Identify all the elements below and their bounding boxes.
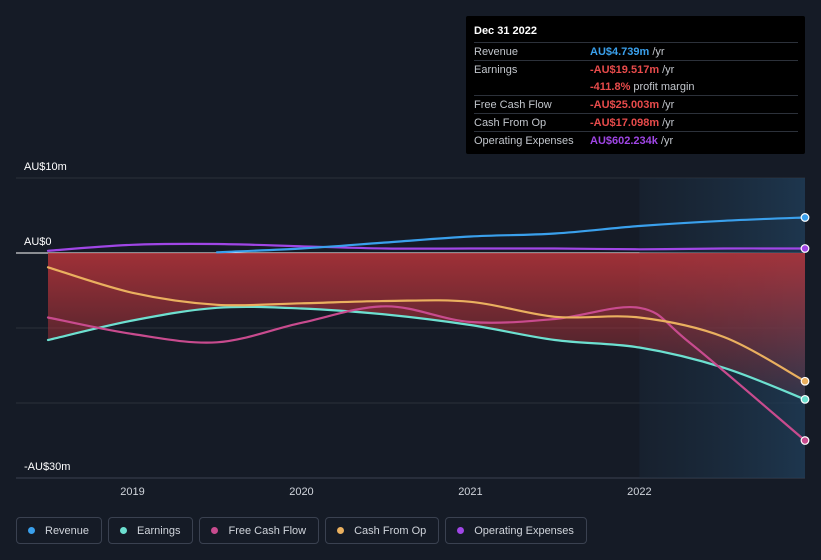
- operating-expenses-line: [46, 242, 807, 252]
- tooltip-row-label: Operating Expenses: [474, 135, 574, 147]
- tooltip-row-unit: profit margin: [633, 81, 695, 93]
- tooltip-row-unit: /yr: [660, 135, 674, 147]
- legend-dot-icon: [211, 527, 219, 534]
- negative-area-fill: [48, 253, 805, 400]
- operating-expenses-end-marker: [800, 244, 810, 253]
- earnings-line: [46, 305, 807, 401]
- tooltip-row: Free Cash Flow -AU$25.003m/yr: [474, 95, 798, 113]
- x-tick-label: 2019: [120, 486, 144, 498]
- chart-legend: Revenue Earnings Free Cash Flow Cash From O…: [16, 517, 587, 544]
- end-markers: [800, 213, 810, 445]
- x-axis-ticks: 2019 2020 2021 2022: [120, 486, 651, 498]
- legend-dot-icon: [337, 527, 345, 534]
- legend-item-label: Revenue: [45, 524, 90, 537]
- tooltip-row: Operating Expenses AU$602.234k/yr: [474, 131, 798, 149]
- tooltip-row-label: Revenue: [474, 46, 519, 58]
- legend-dot-icon: [457, 527, 465, 534]
- y-label-top: AU$10m: [24, 161, 67, 173]
- tooltip-row-unit: /yr: [652, 46, 665, 58]
- y-axis-labels: AU$10m AU$0 -AU$30m: [24, 161, 70, 473]
- legend-item-revenue[interactable]: Revenue: [16, 517, 103, 544]
- data-tooltip: Dec 31 2022 Revenue AU$4.739m/yr Earnings -…: [466, 16, 805, 154]
- revenue-end-marker: [800, 213, 810, 222]
- x-tick-label: 2020: [289, 486, 313, 498]
- tooltip-row: Revenue AU$4.739m/yr: [474, 42, 798, 60]
- tooltip-row: -411.8% profit margin: [474, 78, 798, 95]
- legend-item-operating-expenses[interactable]: Operating Expenses: [445, 517, 587, 544]
- tooltip-row-value: -AU$25.003m: [590, 99, 660, 111]
- tooltip-date: Dec 31 2022: [474, 25, 537, 37]
- legend-dot-icon: [120, 527, 128, 534]
- tooltip-row: Cash From Op -AU$17.098m/yr: [474, 113, 798, 131]
- tooltip-row-unit: /yr: [662, 64, 675, 76]
- tooltip-row-value: AU$4.739m: [590, 46, 650, 58]
- cash-from-op-line: [46, 266, 807, 383]
- legend-item-label: Cash From Op: [354, 524, 427, 537]
- y-label-zero: AU$0: [24, 236, 52, 248]
- series-lines: [46, 216, 807, 442]
- legend-dot-icon: [28, 527, 35, 534]
- free-cash-flow-end-marker: [800, 436, 810, 445]
- tooltip-row-value: -AU$19.517m: [590, 64, 660, 76]
- legend-item-free-cash-flow[interactable]: Free Cash Flow: [199, 517, 320, 544]
- legend-item-label: Earnings: [137, 524, 181, 537]
- tooltip-row-label: Cash From Op: [474, 117, 547, 129]
- free-cash-flow-line: [46, 305, 807, 442]
- legend-item-cash-from-op[interactable]: Cash From Op: [325, 517, 440, 544]
- y-label-bottom: -AU$30m: [24, 461, 70, 473]
- earnings-end-marker: [800, 394, 810, 404]
- x-tick-label: 2022: [627, 486, 651, 498]
- legend-item-label: Operating Expenses: [474, 524, 574, 537]
- tooltip-row-label: [474, 79, 590, 95]
- legend-item-label: Free Cash Flow: [228, 524, 307, 537]
- legend-item-earnings[interactable]: Earnings: [108, 517, 194, 544]
- tooltip-row-value: AU$602.234k: [590, 135, 658, 147]
- tooltip-row-unit: /yr: [662, 99, 675, 111]
- tooltip-row-label: Earnings: [474, 64, 518, 76]
- tooltip-row: Earnings -AU$19.517m/yr: [474, 60, 798, 78]
- x-tick-label: 2021: [458, 486, 482, 498]
- tooltip-row-value: -AU$17.098m: [590, 117, 660, 129]
- tooltip-row-unit: /yr: [662, 117, 675, 129]
- cash-from-op-end-marker: [800, 376, 810, 386]
- revenue-line: [215, 216, 807, 254]
- tooltip-row-label: Free Cash Flow: [474, 99, 552, 111]
- tooltip-row-value: -411.8%: [590, 81, 631, 93]
- tooltip-rows: Revenue AU$4.739m/yr Earnings -AU$19.517m/y…: [474, 42, 798, 149]
